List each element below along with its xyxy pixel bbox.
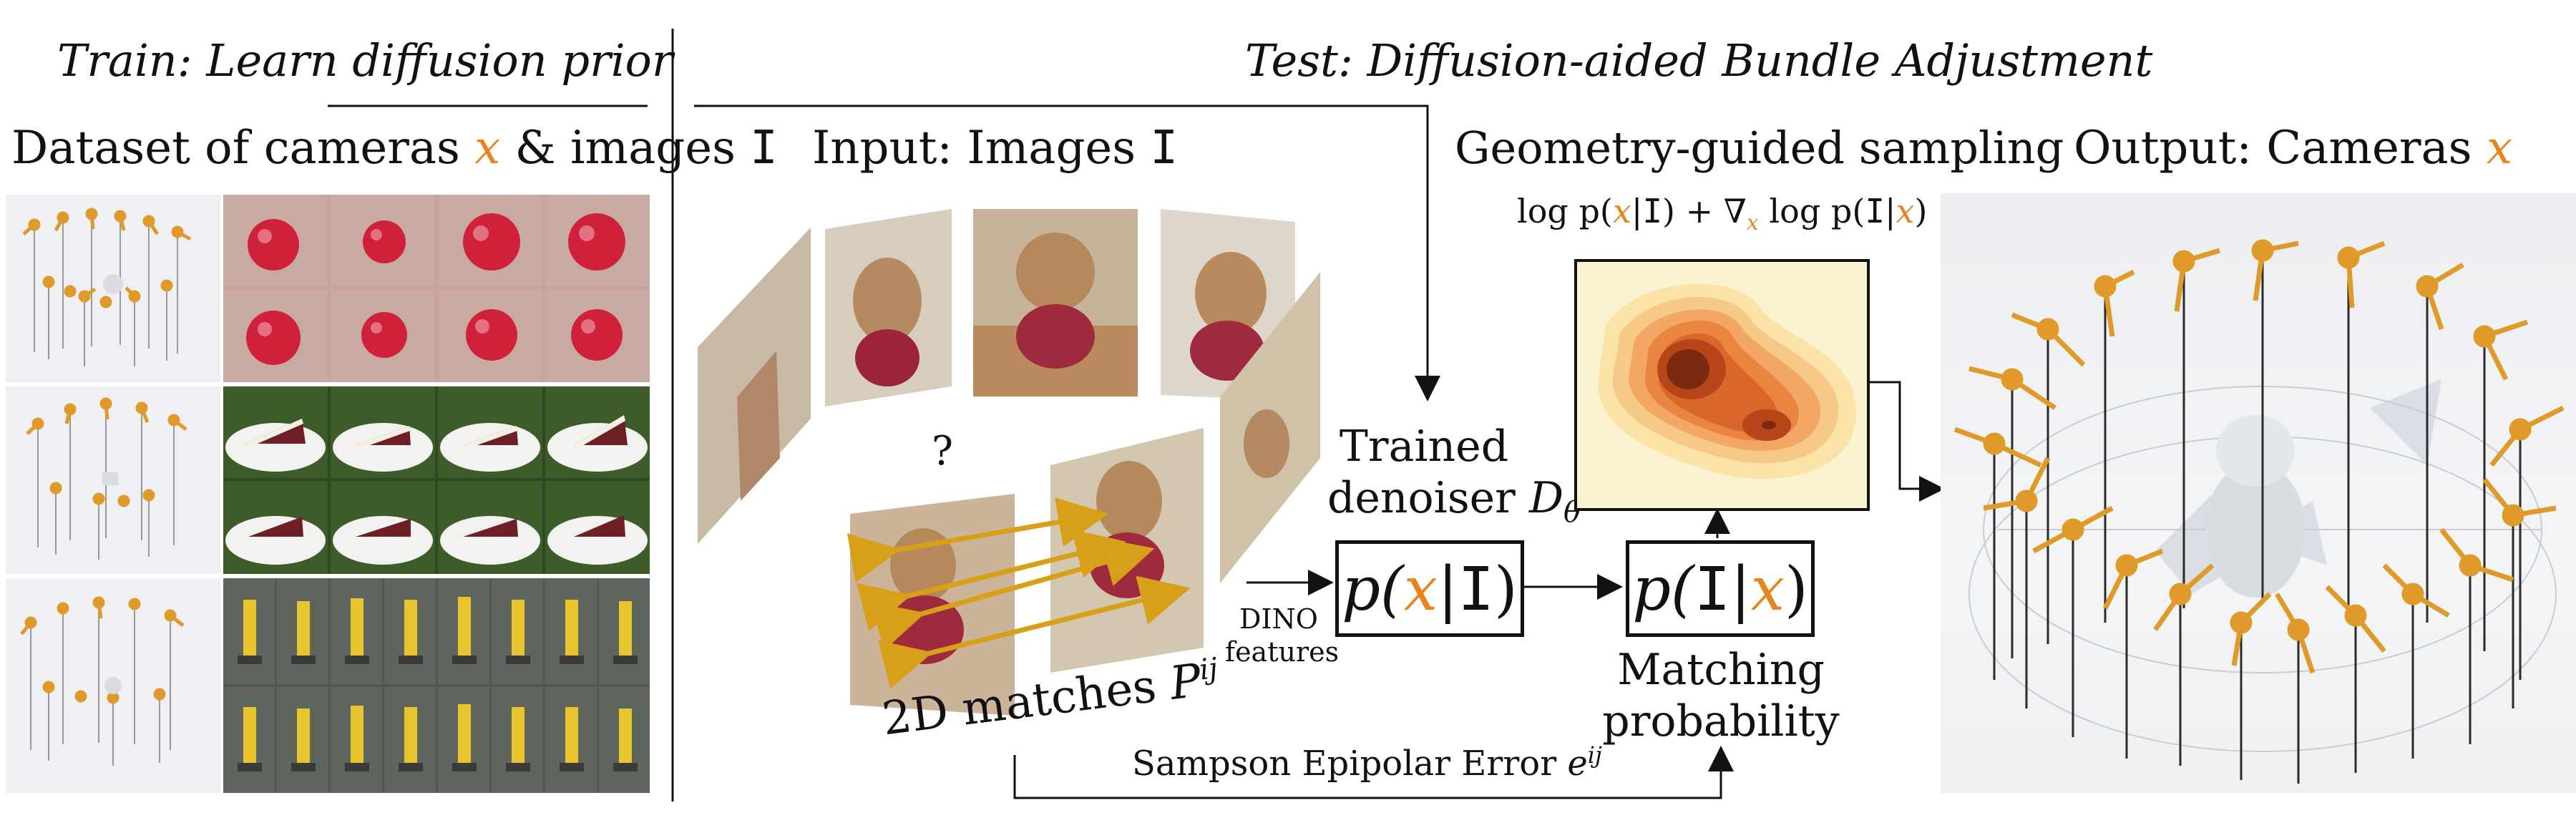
denoiser-label: Trained denoiser Dθ [1327, 422, 1581, 529]
apple-image-grid [223, 195, 650, 382]
output-title: Output: Cameras x [2074, 122, 2512, 175]
unknown-question-mark: ? [932, 428, 954, 474]
input-image-var: I [1150, 122, 1178, 175]
camera-rig-hydrant [6, 578, 220, 793]
dataset-title: Dataset of cameras x & images I [11, 122, 778, 175]
match-image-right [1050, 428, 1204, 673]
input-image-3 [973, 209, 1138, 396]
train-heading: Train: Learn diffusion prior [57, 34, 673, 87]
matching-probability-label: Matching probability [1602, 645, 1840, 746]
heatmap-to-output-arrow [1868, 381, 1945, 502]
hydrant-image-grid [223, 578, 650, 793]
test-to-denoiser-line [694, 104, 1440, 401]
output-camera-render [1941, 193, 2576, 793]
camera-rig-apple [6, 195, 220, 382]
geometry-title: Geometry-guided sampling [1455, 122, 2064, 174]
input-image-5 [1220, 272, 1320, 583]
camera-rig-cake [6, 386, 220, 574]
prior-box: p(x | I) [1335, 540, 1524, 637]
dataset-camera-var: x [474, 122, 501, 175]
guidance-formula: log p(x|I) + ∇x log p(I|x) [1517, 192, 1928, 236]
density-heatmap [1574, 259, 1870, 511]
likelihood-box: p(I | x) [1626, 540, 1815, 637]
dataset-image-var: I [750, 122, 778, 175]
test-heading: Test: Diffusion-aided Bundle Adjustment [1245, 34, 2153, 87]
match-arrows [847, 497, 1191, 689]
sampson-label: Sampson Epipolar Error eij [1132, 741, 1602, 784]
input-image-1 [698, 228, 811, 544]
input-title: Input: Images I [812, 122, 1178, 175]
input-image-2 [825, 209, 952, 406]
cake-image-grid [223, 386, 650, 574]
dino-features-label: DINO features [1225, 603, 1340, 668]
sampson-bracket [1013, 746, 1734, 799]
output-camera-var: x [2486, 122, 2512, 175]
